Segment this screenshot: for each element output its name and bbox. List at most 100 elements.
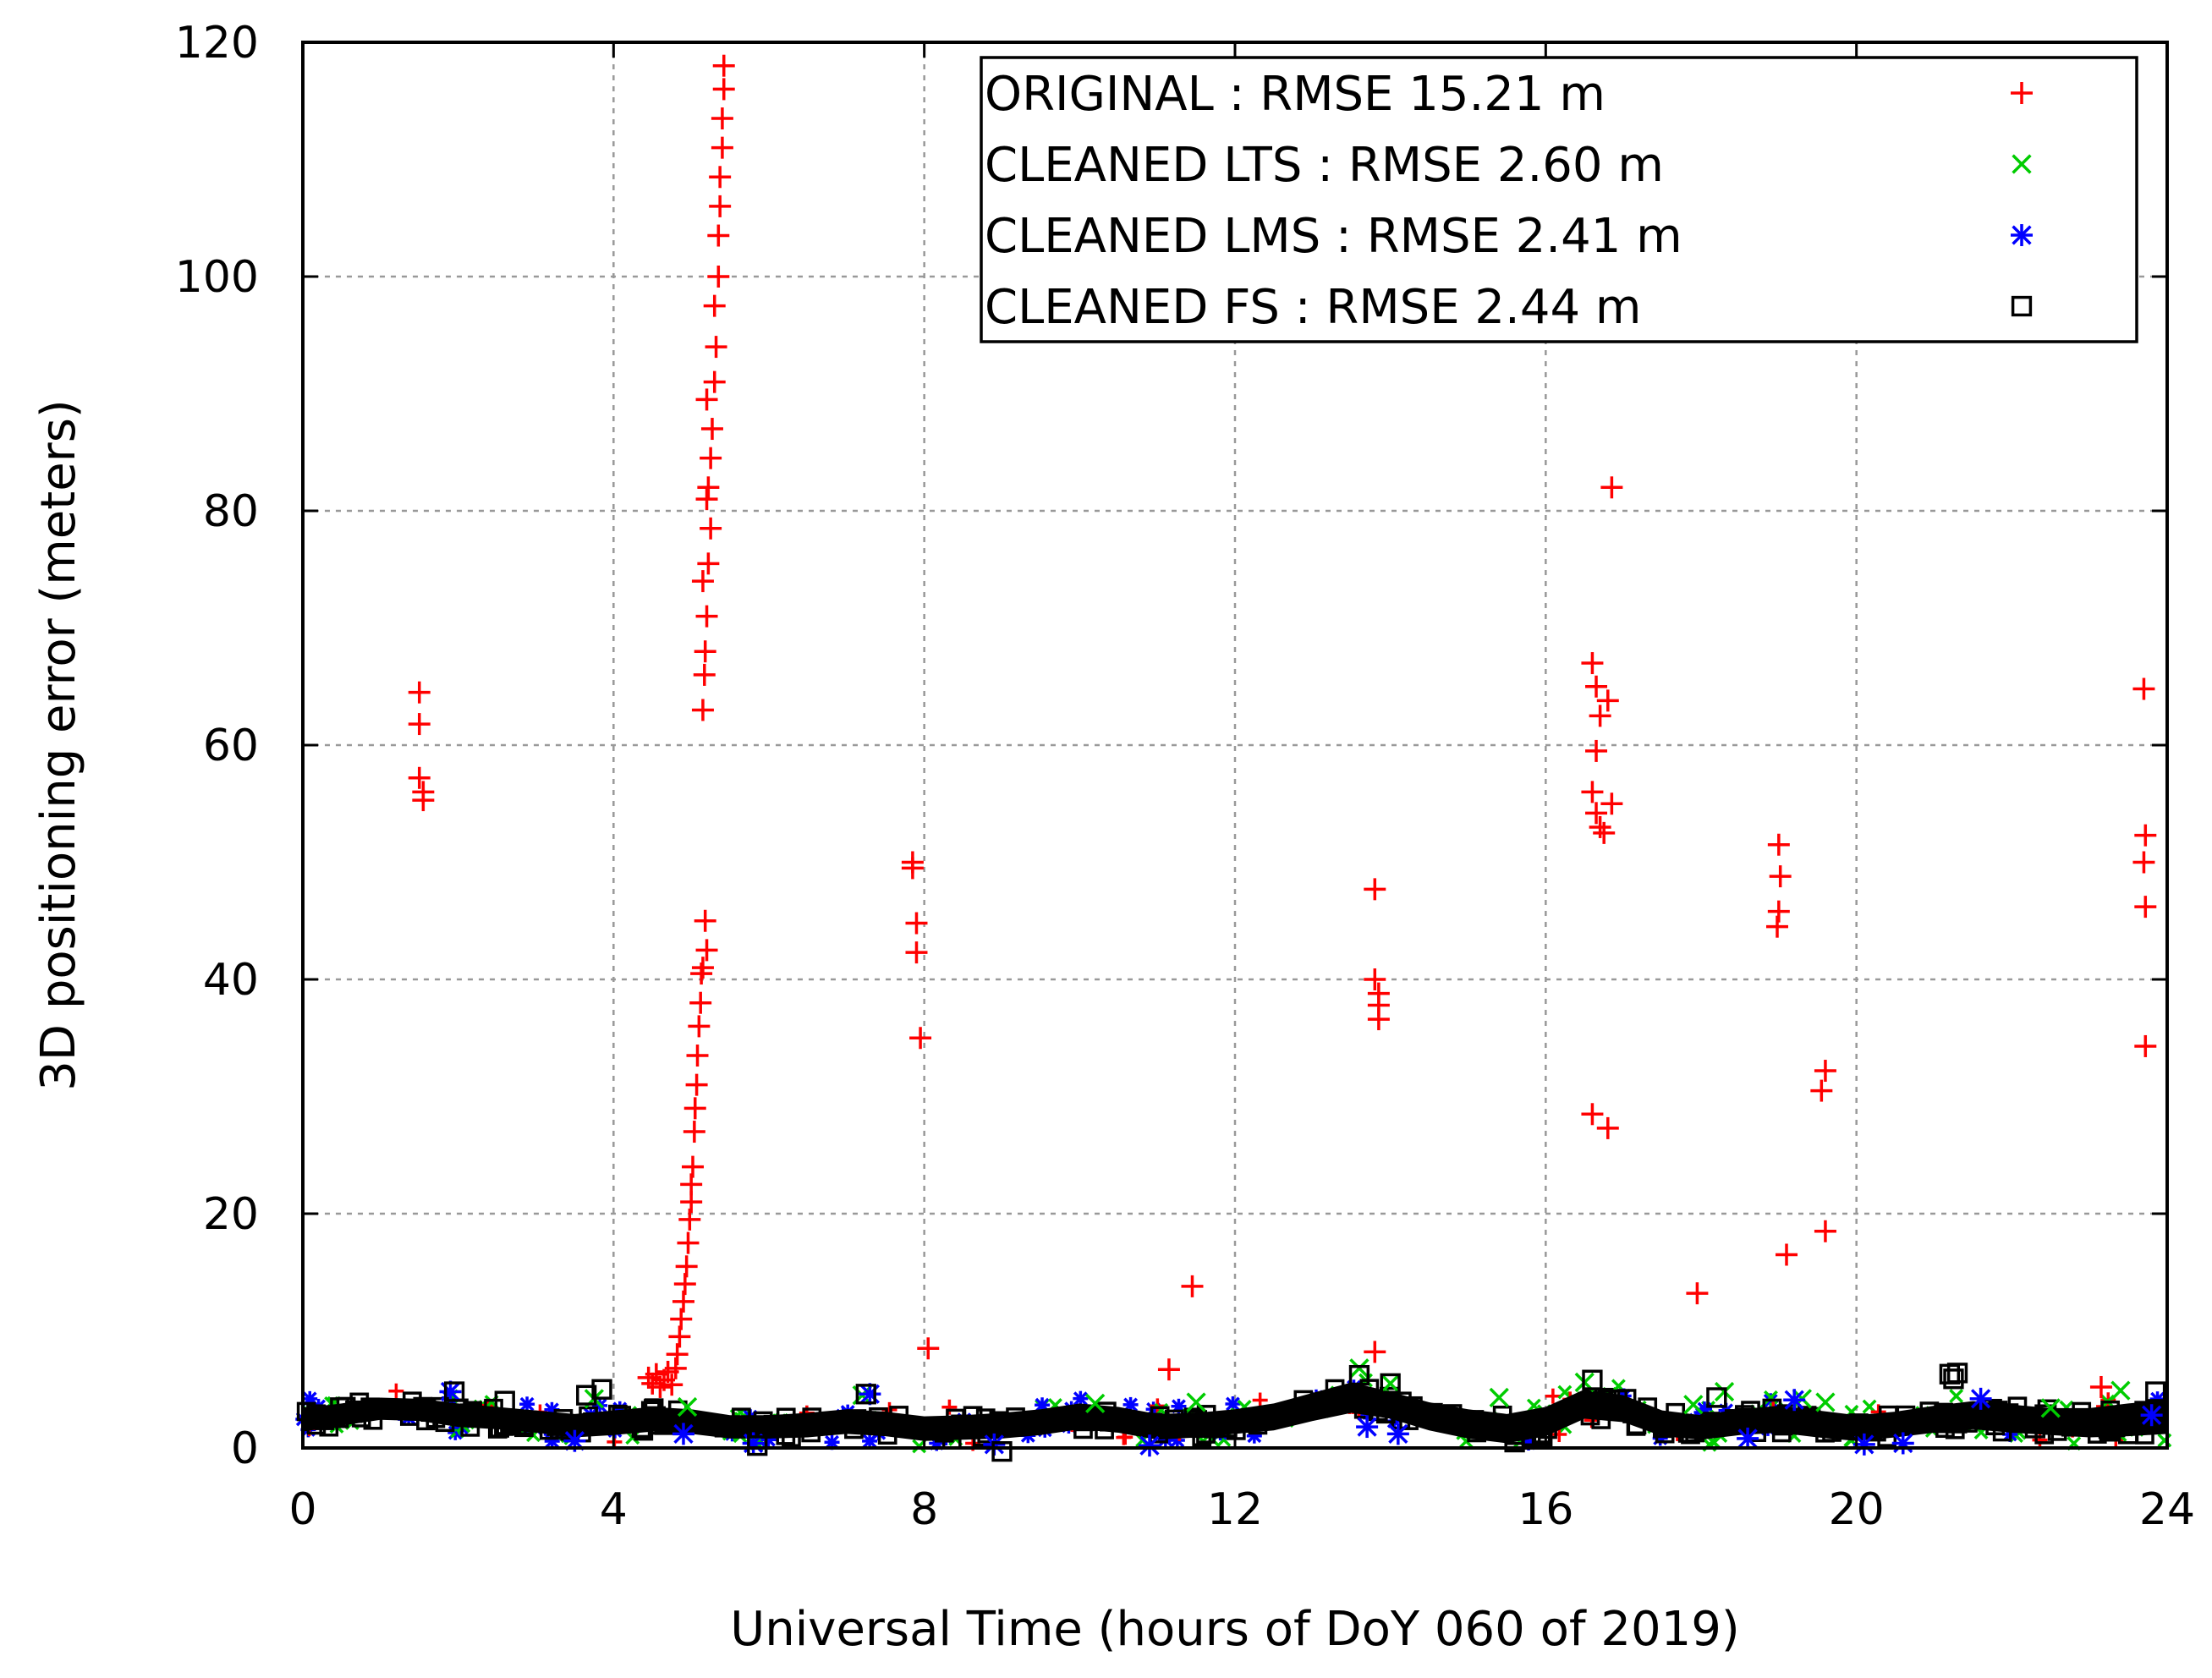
- data-point: [905, 912, 928, 935]
- data-point: [1814, 1060, 1836, 1083]
- data-point: [700, 447, 722, 469]
- legend-box: [980, 56, 2138, 343]
- marker-stroke: [1403, 1396, 1423, 1416]
- band-square-marker: [1375, 1404, 1396, 1424]
- data-point: [1380, 1374, 1401, 1394]
- marker-stroke: [1919, 1412, 1940, 1432]
- band-square-marker: [1464, 1410, 1485, 1429]
- legend-marker: [2011, 295, 2033, 317]
- data-point: [695, 488, 718, 511]
- data-point: [1581, 652, 1604, 675]
- band-square-marker: [1934, 1413, 1954, 1434]
- band-square-marker: [991, 1416, 1011, 1435]
- data-point: [1489, 1387, 1509, 1408]
- band-square-marker: [351, 1407, 371, 1428]
- data-point: [668, 1325, 691, 1348]
- band-square-marker: [560, 1421, 580, 1441]
- marker-stroke: [714, 1418, 734, 1438]
- marker-stroke: [1467, 1423, 1487, 1443]
- marker-stroke: [1815, 1423, 1835, 1443]
- data-point: [591, 1379, 612, 1400]
- marker-stroke: [2141, 1405, 2162, 1425]
- marker-stroke: [560, 1421, 580, 1441]
- marker-stroke: [776, 1425, 796, 1445]
- band-square-marker: [496, 1416, 516, 1435]
- band-square-marker: [631, 1418, 651, 1439]
- data-point: [1814, 1220, 1836, 1242]
- band-square-marker: [989, 1411, 1009, 1431]
- marker-stroke: [576, 1385, 597, 1406]
- data-point: [1600, 476, 1623, 499]
- data-point: [1585, 675, 1608, 698]
- marker-stroke: [2061, 1417, 2081, 1437]
- marker-stroke: [1784, 1390, 1804, 1410]
- marker-stroke: [1854, 1434, 1874, 1455]
- marker-stroke: [539, 1420, 559, 1440]
- band-square-marker: [1867, 1422, 1886, 1442]
- marker-stroke: [801, 1423, 821, 1443]
- data-point: [1776, 1243, 1798, 1266]
- marker-stroke: [1276, 1403, 1297, 1423]
- marker-stroke: [777, 1414, 797, 1434]
- marker-stroke: [1143, 1412, 1163, 1433]
- data-point: [494, 1390, 515, 1412]
- data-point: [695, 939, 718, 962]
- band-speckle-marker: [941, 1399, 958, 1415]
- marker-stroke: [1085, 1393, 1106, 1414]
- marker-stroke: [1681, 1424, 1700, 1445]
- marker-stroke: [1771, 1423, 1792, 1443]
- data-point: [1386, 1423, 1409, 1445]
- marker-stroke: [502, 1412, 522, 1433]
- band-square-marker: [1945, 1419, 1965, 1439]
- data-point: [1585, 802, 1608, 825]
- band-square-marker: [1325, 1379, 1345, 1399]
- marker-stroke: [1375, 1404, 1396, 1424]
- marker-stroke: [1388, 1423, 1408, 1445]
- marker-stroke: [889, 1406, 909, 1425]
- y-tick-label: 0: [231, 1423, 259, 1474]
- marker-stroke: [1526, 1398, 1541, 1413]
- marker-stroke: [363, 1410, 383, 1430]
- marker-stroke: [519, 1396, 535, 1412]
- band-square-marker: [1741, 1401, 1760, 1420]
- data-point: [1504, 1431, 1525, 1453]
- data-point: [1943, 1368, 1964, 1390]
- legend-label-fs: CLEANED FS : RMSE 2.44 m: [985, 280, 1641, 335]
- data-point: [711, 107, 733, 130]
- band-square-marker: [2037, 1399, 2057, 1419]
- data-point: [688, 1015, 711, 1038]
- band-square-marker: [889, 1406, 909, 1425]
- marker-stroke: [1609, 1400, 1629, 1420]
- data-point: [703, 294, 726, 317]
- marker-stroke: [1348, 1364, 1370, 1386]
- marker-stroke: [1492, 1405, 1512, 1425]
- marker-stroke: [2012, 154, 2032, 174]
- marker-stroke: [1622, 1404, 1642, 1423]
- marker-stroke: [496, 1416, 516, 1435]
- band-square-marker: [1609, 1400, 1629, 1420]
- data-point: [1356, 1416, 1379, 1439]
- data-point: [700, 517, 722, 540]
- band-square-marker: [1594, 1387, 1614, 1407]
- band-square-marker: [2047, 1422, 2067, 1441]
- band-square-marker: [1958, 1413, 1978, 1433]
- data-point: [408, 713, 431, 736]
- band-square-marker: [644, 1399, 663, 1418]
- data-point: [682, 1155, 705, 1178]
- data-point: [1769, 865, 1792, 888]
- band-square-marker: [1627, 1415, 1647, 1434]
- marker-stroke: [1666, 1402, 1686, 1423]
- data-point: [443, 1381, 465, 1402]
- data-point: [686, 1045, 709, 1067]
- marker-stroke: [1627, 1415, 1647, 1434]
- band-square-marker: [1896, 1405, 1916, 1425]
- data-point: [666, 1343, 689, 1366]
- band-square-marker: [844, 1419, 864, 1439]
- band-square-marker: [2100, 1400, 2120, 1420]
- x-tick-label: 12: [1207, 1484, 1263, 1535]
- band-square-marker: [1999, 1403, 2019, 1423]
- data-point: [707, 266, 730, 288]
- marker-stroke: [631, 1418, 651, 1439]
- data-point: [2040, 1398, 2061, 1418]
- band-square-marker: [1992, 1422, 2012, 1442]
